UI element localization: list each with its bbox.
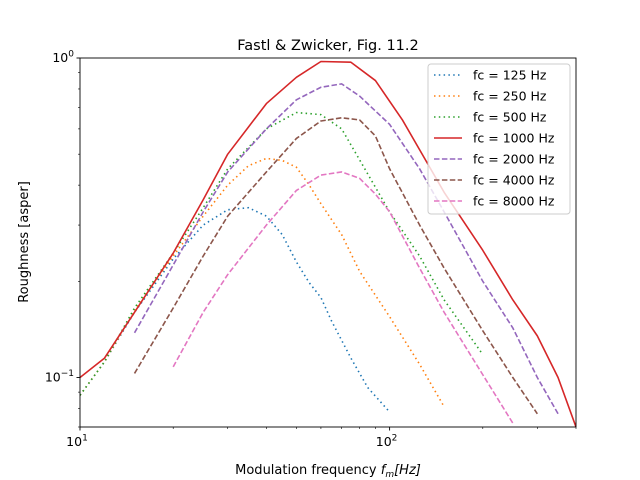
chart-title: Fastl & Zwicker, Fig. 11.2 [237, 38, 418, 54]
series-line-6 [133, 116, 538, 415]
x-tick-label: 102 [376, 434, 398, 450]
plot-frame [79, 57, 577, 428]
series-line-5 [133, 83, 559, 415]
series-line-1 [80, 206, 391, 413]
y-tick-label: 10−1 [45, 369, 74, 385]
y-axis-label: Roughness [asper] [17, 181, 32, 303]
series-line-3 [80, 111, 484, 396]
series-line-7 [172, 171, 514, 424]
series-line-2 [80, 157, 445, 408]
legend-label: fc = 2000 Hz [473, 152, 555, 167]
legend-label: fc = 8000 Hz [473, 194, 555, 209]
series-line-4 [80, 60, 576, 427]
legend-box [427, 63, 571, 215]
legend-label: fc = 250 Hz [473, 89, 547, 104]
y-tick-label: 100 [52, 50, 74, 66]
legend-label: fc = 125 Hz [473, 68, 547, 83]
x-tick-label: 101 [66, 434, 88, 450]
legend-label: fc = 500 Hz [473, 110, 547, 125]
legend-label: fc = 1000 Hz [473, 131, 555, 146]
series-layer [80, 60, 576, 427]
ticks-layer: 101 102 10−1 100 [45, 50, 577, 450]
legend-label: fc = 4000 Hz [473, 173, 555, 188]
x-axis-label: Modulation frequency fm[Hz] [235, 463, 421, 480]
legend: fc = 125 Hz fc = 250 Hz fc = 500 Hz fc = 10… [427, 63, 571, 215]
